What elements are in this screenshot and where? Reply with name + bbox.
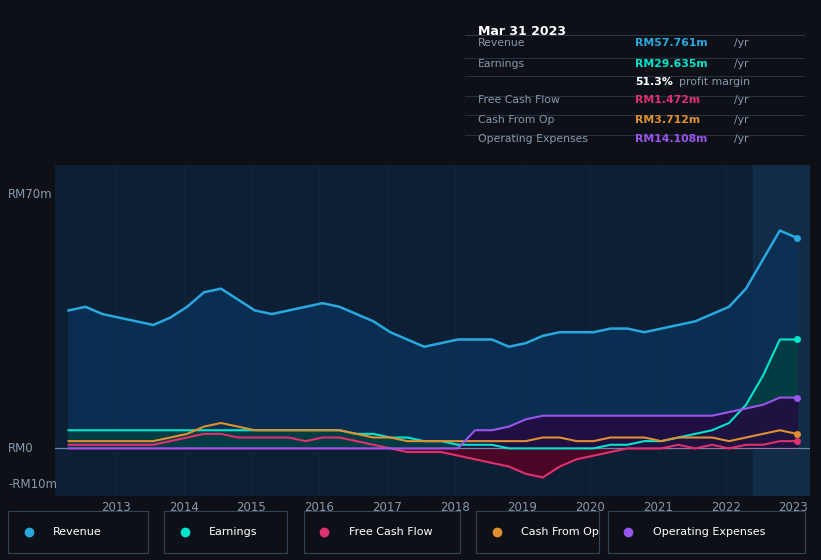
- Text: profit margin: profit margin: [679, 77, 750, 87]
- Text: Earnings: Earnings: [479, 59, 525, 68]
- Text: /yr: /yr: [734, 95, 749, 105]
- Text: Free Cash Flow: Free Cash Flow: [479, 95, 560, 105]
- Text: RM0: RM0: [8, 442, 34, 455]
- Text: Revenue: Revenue: [53, 527, 102, 537]
- Text: /yr: /yr: [734, 134, 749, 144]
- Text: Mar 31 2023: Mar 31 2023: [479, 25, 566, 38]
- Text: /yr: /yr: [734, 38, 749, 48]
- Text: Free Cash Flow: Free Cash Flow: [349, 527, 433, 537]
- Text: RM29.635m: RM29.635m: [635, 59, 708, 68]
- Text: RM70m: RM70m: [8, 188, 53, 200]
- Text: Operating Expenses: Operating Expenses: [479, 134, 589, 144]
- Text: /yr: /yr: [734, 115, 749, 124]
- Text: RM3.712m: RM3.712m: [635, 115, 700, 124]
- Text: Operating Expenses: Operating Expenses: [653, 527, 765, 537]
- Text: /yr: /yr: [734, 59, 749, 68]
- Bar: [753, 165, 810, 496]
- Text: RM57.761m: RM57.761m: [635, 38, 708, 48]
- Text: Earnings: Earnings: [209, 527, 258, 537]
- Text: Revenue: Revenue: [479, 38, 525, 48]
- Text: 51.3%: 51.3%: [635, 77, 673, 87]
- Text: RM1.472m: RM1.472m: [635, 95, 700, 105]
- Text: RM14.108m: RM14.108m: [635, 134, 708, 144]
- Text: Cash From Op: Cash From Op: [479, 115, 555, 124]
- Text: -RM10m: -RM10m: [8, 478, 57, 491]
- Text: Cash From Op: Cash From Op: [521, 527, 599, 537]
